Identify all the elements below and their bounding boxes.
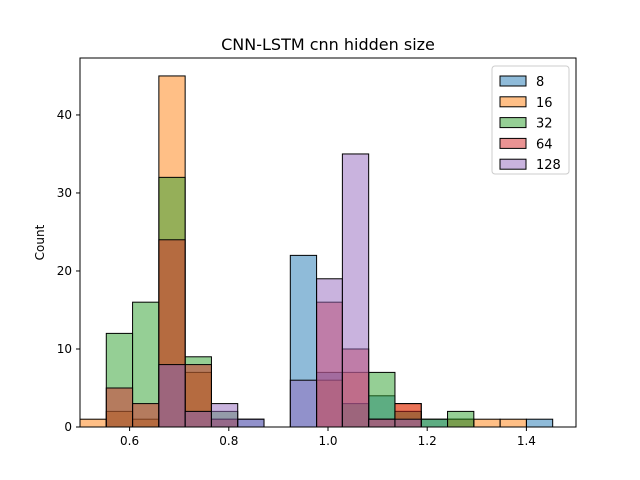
y-tick-label: 0 — [64, 420, 72, 434]
bar-128-bin-6 — [237, 418, 265, 428]
bar-128-bin-10 — [341, 153, 370, 428]
legend-label-128: 128 — [536, 158, 561, 173]
legend-swatch-32 — [499, 117, 527, 129]
bar-16-bin-16 — [499, 418, 527, 428]
y-tick-label: 40 — [57, 108, 72, 122]
bar-128-bin-12 — [394, 418, 422, 428]
bar-8-bin-17 — [525, 418, 554, 428]
x-tick-label: 0.6 — [120, 434, 139, 448]
legend-swatch-16 — [499, 96, 527, 108]
y-tick-label: 10 — [57, 342, 72, 356]
legend: 8 16 32 64 128 — [491, 65, 570, 175]
bar-64-bin-2 — [132, 403, 160, 428]
y-tick-label: 30 — [57, 186, 72, 200]
x-tick-label: 1.0 — [318, 434, 337, 448]
y-axis-label: Count — [33, 224, 47, 260]
axes-layer: 0.6 0.8 1.0 1.2 1.4 0 10 20 30 40 — [57, 57, 577, 448]
legend-label-8: 8 — [536, 75, 544, 90]
y-tick-label: 20 — [57, 264, 72, 278]
legend-swatch-64 — [499, 137, 527, 149]
bar-128-bin-8 — [289, 379, 318, 428]
bar-128-bin-11 — [368, 418, 396, 428]
bar-16-bin-15 — [473, 418, 501, 428]
legend-swatch-128 — [499, 158, 527, 170]
legend-label-16: 16 — [536, 96, 553, 111]
x-tick-label: 0.8 — [219, 434, 238, 448]
bar-32-bin-14 — [447, 410, 475, 428]
x-tick-label: 1.2 — [418, 434, 437, 448]
legend-label-32: 32 — [536, 117, 553, 132]
legend-label-64: 64 — [536, 137, 553, 152]
chart-title: CNN-LSTM cnn hidden size — [221, 35, 435, 54]
bars-layer — [79, 75, 554, 428]
bar-128-bin-3 — [158, 364, 186, 428]
bar-32-bin-11 — [368, 371, 396, 428]
legend-swatch-8 — [499, 75, 527, 87]
bar-128-bin-4 — [184, 410, 212, 428]
bar-32-bin-13 — [420, 418, 449, 428]
bar-64-bin-1 — [105, 387, 134, 428]
x-tick-label: 1.4 — [517, 434, 536, 448]
bar-16-bin-0 — [79, 418, 107, 428]
bar-128-bin-5 — [210, 403, 239, 428]
bar-128-bin-9 — [316, 278, 343, 428]
